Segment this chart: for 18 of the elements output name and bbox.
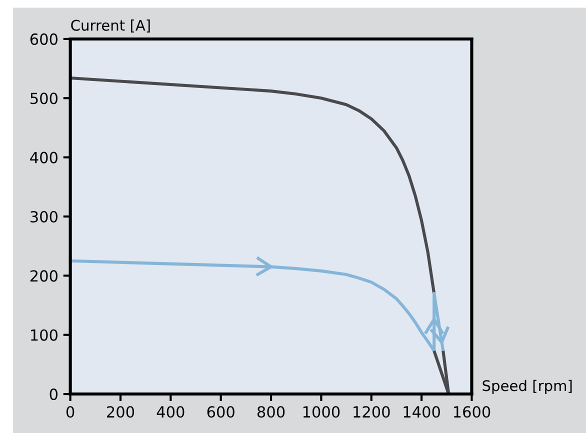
x-tick-label: 1200 [354, 406, 390, 418]
y-tick-label: 600 [30, 33, 58, 45]
y-tick-label: 0 [50, 388, 58, 400]
x-tick-label: 1400 [404, 406, 440, 418]
x-axis-title: Speed [rpm] [482, 380, 572, 394]
x-tick-label: 400 [156, 406, 184, 418]
x-tick-label: 1000 [303, 406, 340, 418]
x-tick-label: 0 [66, 406, 74, 418]
y-axis-title: Current [A] [71, 20, 150, 33]
y-tick-label: 100 [31, 329, 58, 341]
y-tick-label: 200 [30, 270, 58, 282]
x-tick-label: 600 [207, 406, 234, 418]
y-tick-label: 300 [30, 210, 58, 223]
x-tick-label: 800 [257, 406, 285, 418]
y-tick-label: 500 [30, 92, 58, 104]
y-tick-label: 400 [30, 152, 58, 164]
x-tick-label: 200 [107, 406, 134, 418]
x-tick-label: 1600 [454, 406, 490, 418]
